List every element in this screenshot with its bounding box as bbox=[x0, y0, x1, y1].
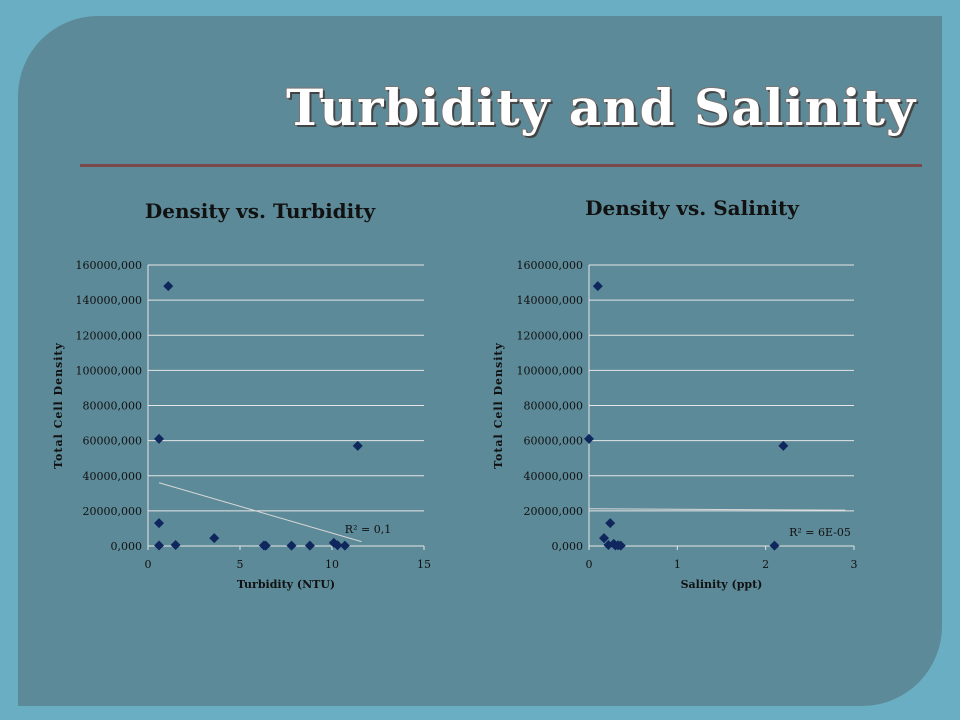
y-tick-label: 40000,000 bbox=[524, 470, 584, 483]
y-tick-label: 0,000 bbox=[552, 540, 584, 553]
data-point bbox=[286, 540, 297, 551]
y-tick-label: 80000,000 bbox=[83, 400, 143, 413]
trendline bbox=[588, 508, 846, 511]
data-point bbox=[778, 440, 789, 451]
x-axis-label: Turbidity (NTU) bbox=[237, 578, 335, 591]
trendline bbox=[158, 482, 362, 543]
data-point bbox=[769, 540, 780, 551]
y-tick-label: 60000,000 bbox=[524, 435, 584, 448]
data-point bbox=[260, 540, 271, 551]
y-tick-label: 40000,000 bbox=[83, 470, 143, 483]
x-tick-label: 1 bbox=[674, 558, 681, 571]
y-tick-label: 160000,000 bbox=[76, 259, 142, 272]
y-tick-label: 120000,000 bbox=[517, 329, 583, 342]
data-point bbox=[584, 433, 594, 444]
y-axis-label: Total Cell Density bbox=[492, 342, 505, 469]
x-tick-label: 2 bbox=[762, 558, 769, 571]
x-tick-label: 5 bbox=[237, 558, 244, 571]
data-point bbox=[332, 540, 343, 551]
title-underline bbox=[80, 164, 922, 167]
data-point bbox=[304, 540, 315, 551]
data-point bbox=[599, 533, 610, 544]
y-axis-label: Total Cell Density bbox=[52, 342, 65, 469]
data-point bbox=[154, 433, 165, 444]
chart-title: Density vs. Salinity bbox=[585, 196, 800, 220]
data-point bbox=[170, 539, 181, 550]
y-tick-label: 20000,000 bbox=[83, 505, 143, 518]
data-point bbox=[154, 540, 165, 551]
data-point bbox=[605, 518, 616, 529]
x-tick-label: 0 bbox=[145, 558, 152, 571]
y-tick-label: 60000,000 bbox=[83, 435, 143, 448]
y-tick-label: 0,000 bbox=[111, 540, 143, 553]
x-tick-label: 0 bbox=[586, 558, 593, 571]
y-tick-label: 80000,000 bbox=[524, 400, 584, 413]
slide-title: Turbidity and Salinity bbox=[286, 78, 916, 137]
r-squared-label: R² = 0,1 bbox=[345, 523, 391, 536]
x-tick-label: 10 bbox=[325, 558, 339, 571]
x-tick-label: 15 bbox=[417, 558, 431, 571]
y-tick-label: 20000,000 bbox=[524, 505, 584, 518]
data-point bbox=[154, 518, 165, 529]
y-tick-label: 100000,000 bbox=[76, 364, 142, 377]
x-tick-label: 3 bbox=[851, 558, 858, 571]
y-tick-label: 140000,000 bbox=[517, 294, 583, 307]
y-tick-label: 120000,000 bbox=[76, 329, 142, 342]
slide-background: Turbidity and Salinity bbox=[18, 16, 942, 706]
chart-title: Density vs. Turbidity bbox=[145, 199, 377, 223]
y-tick-label: 140000,000 bbox=[76, 294, 142, 307]
data-point bbox=[339, 540, 350, 551]
data-point bbox=[163, 281, 174, 292]
r-squared-label: R² = 6E-05 bbox=[789, 526, 851, 539]
data-point bbox=[352, 440, 363, 451]
data-point bbox=[615, 540, 626, 551]
y-tick-label: 160000,000 bbox=[517, 259, 583, 272]
data-point bbox=[592, 281, 603, 292]
chart-density-vs-turbidity: Density vs. Turbidity 0,000 20000,000 40000… bbox=[52, 199, 431, 591]
x-axis-label: Salinity (ppt) bbox=[681, 578, 763, 591]
data-point bbox=[209, 533, 220, 544]
chart-density-vs-salinity: Density vs. Salinity 0,000 20000,000 40000,… bbox=[492, 196, 858, 591]
y-tick-label: 100000,000 bbox=[517, 364, 583, 377]
